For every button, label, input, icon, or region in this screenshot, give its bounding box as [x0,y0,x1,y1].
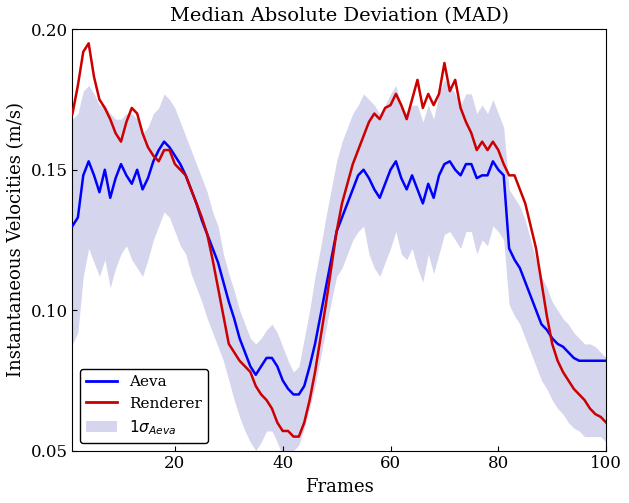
Legend: Aeva, Renderer, $1\sigma_{Aeva}$: Aeva, Renderer, $1\sigma_{Aeva}$ [80,369,208,443]
Title: Median Absolute Deviation (MAD): Median Absolute Deviation (MAD) [170,7,509,25]
X-axis label: Frames: Frames [305,478,374,496]
Y-axis label: Instantaneous Velocities (m/s): Instantaneous Velocities (m/s) [7,103,25,377]
